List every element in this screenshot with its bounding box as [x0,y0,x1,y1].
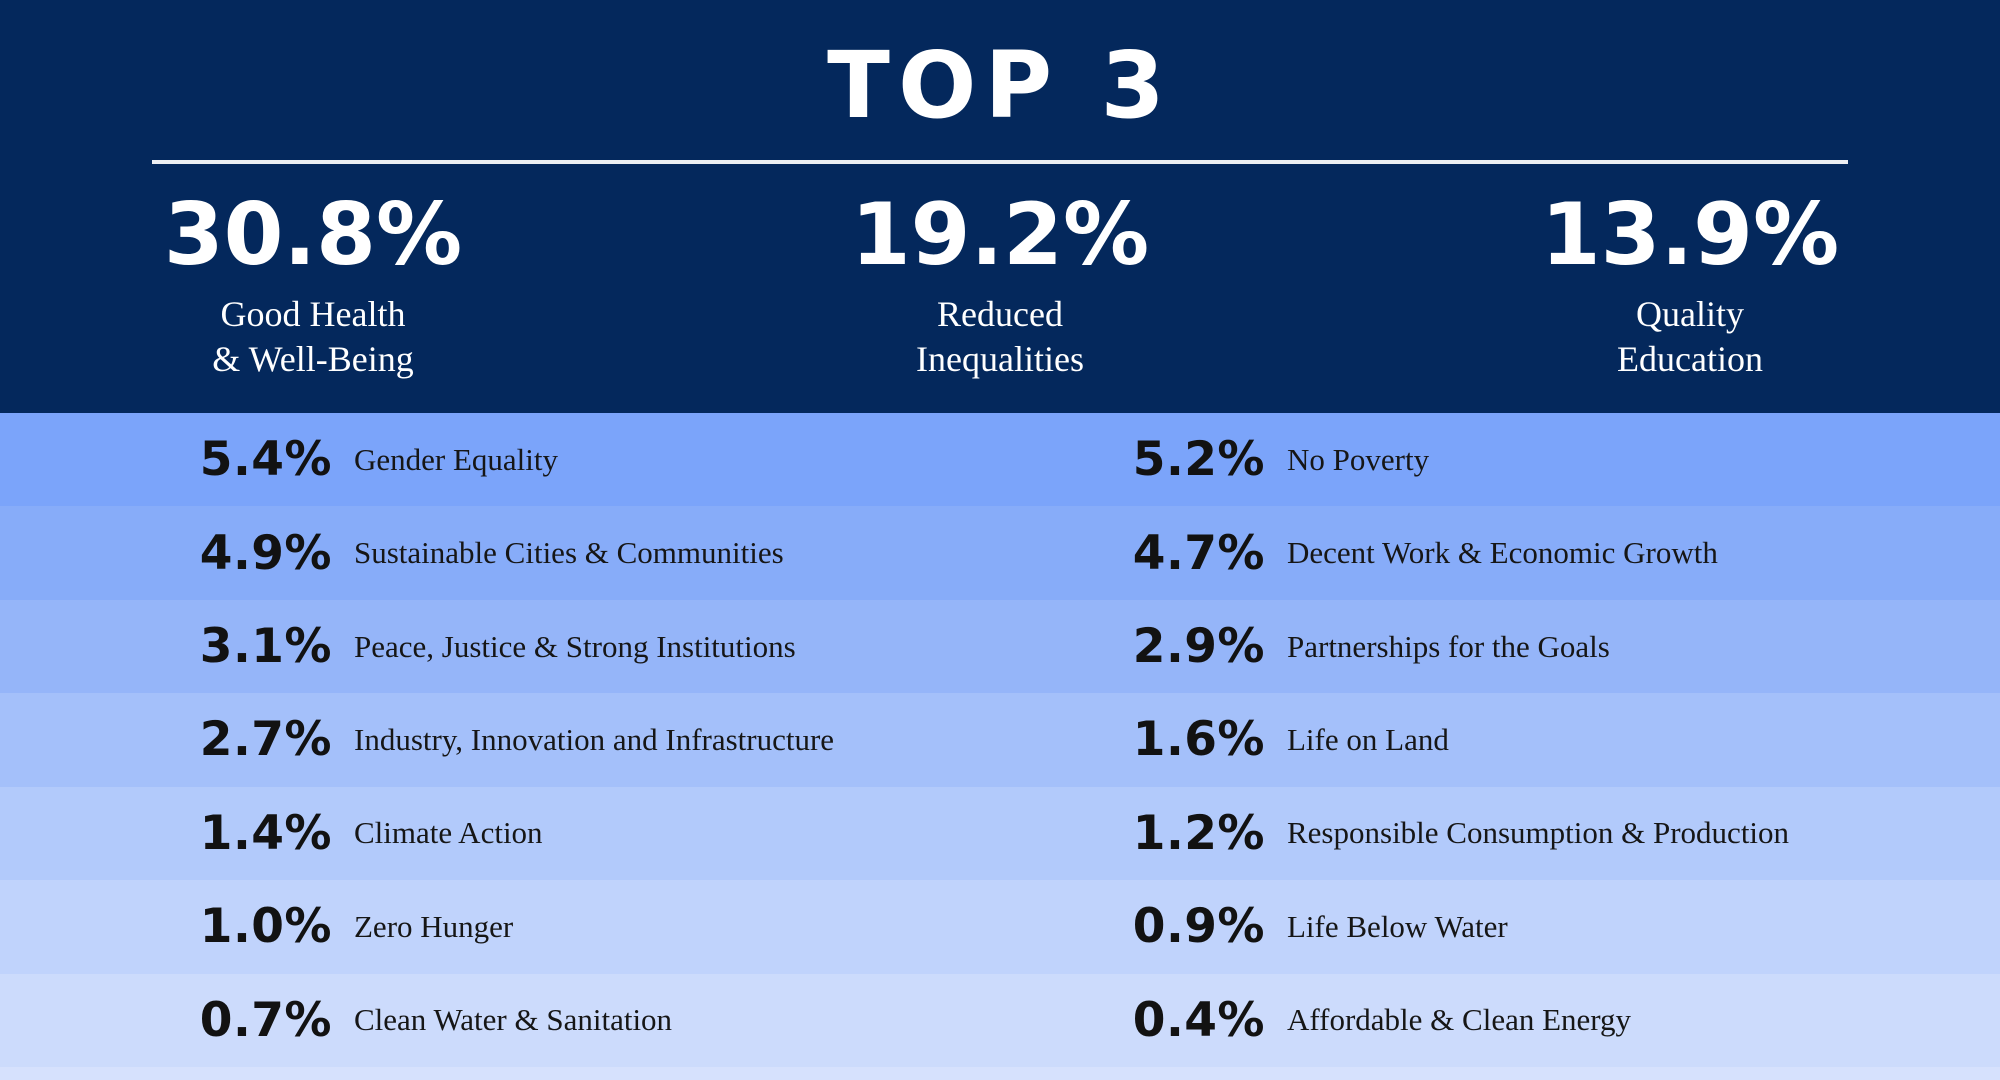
right-goal-label: Partnerships for the Goals [1287,628,1610,664]
right-goal-label: Life Below Water [1287,908,1508,944]
right-percentage: 1.6% [1132,712,1265,768]
right-percentage: 0.9% [1132,899,1265,955]
left-percentage: 2.7% [199,712,332,768]
right-percentage: 0.4% [1132,992,1265,1048]
stat-percentage: 30.8% [163,185,463,285]
table-row: 0.7% Clean Water & Sanitation 0.4% Affor… [0,973,2000,1067]
stat-label-line2: Education [1617,339,1763,380]
left-goal-label: Sustainable Cities & Communities [354,535,784,571]
stat-label-line2: & Well-Being [212,339,414,380]
stat-label-line2: Inequalities [916,339,1084,380]
ranked-list: 5.4% Gender Equality 5.2% No Poverty 4.9… [0,413,2000,1080]
table-row: 1.0% Zero Hunger 0.9% Life Below Water [0,880,2000,974]
right-percentage: 5.2% [1132,432,1265,488]
table-row: 3.1% Peace, Justice & Strong Institution… [0,599,2000,694]
right-goal-label: Decent Work & Economic Growth [1287,535,1718,571]
right-goal-label: Affordable & Clean Energy [1287,1002,1632,1038]
right-goal-label: Life on Land [1287,721,1449,757]
top3-stat-good-health: 30.8% Good Health & Well-Being [33,192,593,383]
footer-band [0,1066,2000,1080]
stat-percentage: 19.2% [850,185,1150,285]
stat-label: Good Health & Well-Being [33,292,593,383]
left-goal-label: Peace, Justice & Strong Institutions [354,628,796,664]
divider-line [152,160,1848,164]
stat-label-line1: Good Health [220,294,406,334]
header: TOP 3 30.8% Good Health & Well-Being 19.… [0,0,2000,413]
right-percentage: 1.2% [1132,805,1265,861]
right-percentage: 4.7% [1132,525,1265,581]
top3-stat-reduced-inequalities: 19.2% Reduced Inequalities [720,192,1280,383]
left-percentage: 1.4% [199,805,332,861]
left-goal-label: Gender Equality [354,441,559,477]
left-goal-label: Zero Hunger [354,908,514,944]
left-percentage: 0.7% [199,992,332,1048]
left-goal-label: Industry, Innovation and Infrastructure [354,721,835,757]
right-goal-label: No Poverty [1287,441,1430,477]
stat-percentage: 13.9% [1540,185,1840,285]
left-goal-label: Climate Action [354,815,543,851]
page-title: TOP 3 [827,32,1173,139]
stat-label: Reduced Inequalities [720,292,1280,383]
left-goal-label: Clean Water & Sanitation [354,1002,673,1038]
left-percentage: 1.0% [199,899,332,955]
right-goal-label: Responsible Consumption & Production [1287,815,1790,851]
table-row: 1.4% Climate Action 1.2% Responsible Con… [0,786,2000,881]
table-row: 5.4% Gender Equality 5.2% No Poverty [0,413,2000,507]
table-row: 2.7% Industry, Innovation and Infrastruc… [0,693,2000,787]
left-percentage: 4.9% [199,525,332,581]
top3-stat-quality-education: 13.9% Quality Education [1410,192,1970,383]
stat-label-line1: Reduced [937,294,1063,334]
left-percentage: 3.1% [199,619,332,675]
right-percentage: 2.9% [1132,619,1265,675]
stat-label-line1: Quality [1636,294,1744,334]
table-row: 4.9% Sustainable Cities & Communities 4.… [0,506,2000,600]
stat-label: Quality Education [1410,292,1970,383]
left-percentage: 5.4% [199,432,332,488]
